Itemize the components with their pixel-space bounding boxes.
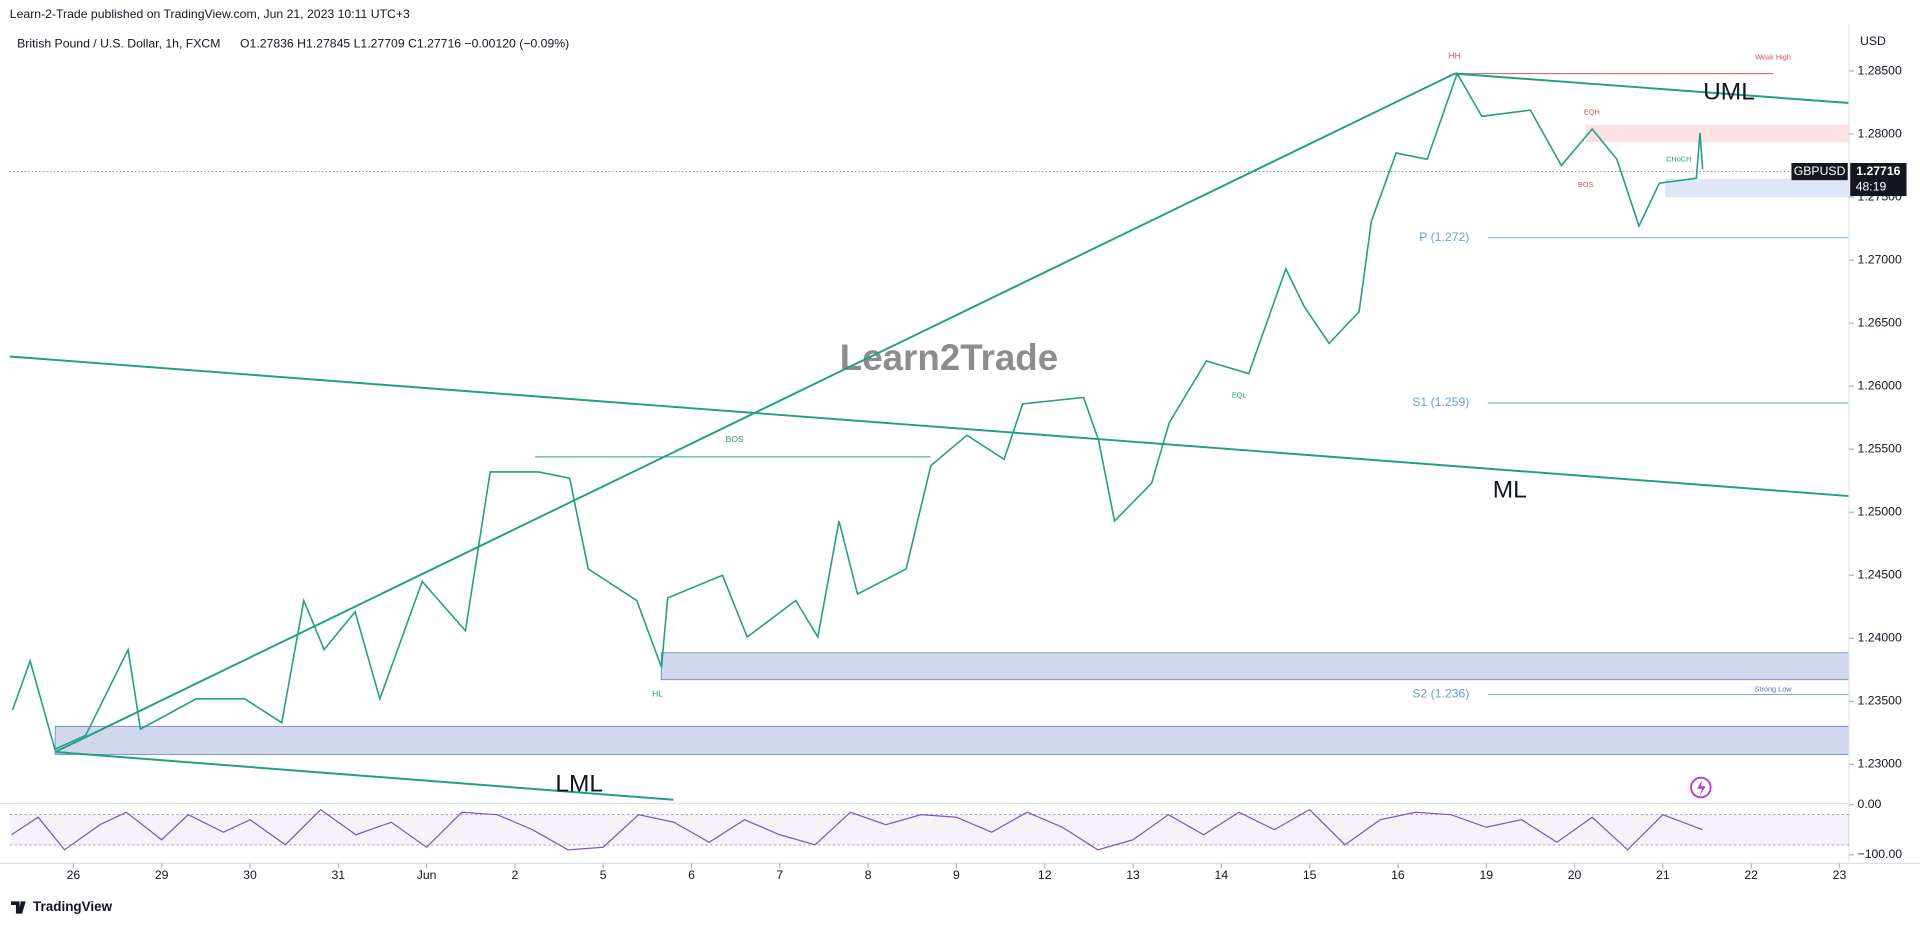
y-tick-label: 1.27000: [1858, 252, 1902, 266]
y-tick-label: 1.28500: [1858, 63, 1902, 77]
x-tick-label: 6: [688, 868, 695, 882]
y-tick-label: 1.23000: [1858, 757, 1902, 771]
annotation: P (1.272): [1419, 230, 1469, 244]
x-tick-label: 30: [243, 868, 257, 882]
x-tick-label: 20: [1568, 868, 1582, 882]
annotation: BOS: [1578, 180, 1594, 189]
y-tick-label: 1.26000: [1858, 378, 1902, 392]
annotation: CHoCH: [1666, 154, 1691, 163]
x-tick-label: 12: [1038, 868, 1052, 882]
annotation: EQL: [1232, 391, 1247, 400]
countdown: 48:19: [1856, 180, 1887, 194]
y-tick-label: 1.26500: [1858, 315, 1902, 329]
x-tick-label: 2: [511, 868, 518, 882]
annotation: EQH: [1584, 108, 1600, 117]
x-tick-label: 7: [776, 868, 783, 882]
x-tick-label: 14: [1215, 868, 1229, 882]
x-tick-label: 19: [1479, 868, 1493, 882]
footer: TradingView: [33, 899, 113, 914]
annotation: BOS: [726, 434, 744, 444]
symbol-tag-text: GBPUSD: [1794, 164, 1846, 178]
x-tick-label: 15: [1303, 868, 1317, 882]
y-tick-label: 1.25500: [1858, 441, 1902, 455]
x-tick-label: 9: [953, 868, 960, 882]
uml-line: [1454, 72, 1850, 104]
x-tick-label: 8: [865, 868, 872, 882]
annotation: S1 (1.259): [1412, 395, 1469, 409]
annotation: ML: [1493, 477, 1527, 504]
price-tag-text: 1.27716: [1856, 164, 1900, 178]
y-tick-label: 1.28000: [1858, 126, 1902, 140]
symbol: British Pound / U.S. Dollar, 1h, FXCM: [17, 36, 220, 50]
lml-line: [55, 751, 674, 801]
supply-zone: [1585, 125, 1849, 143]
x-tick-label: 16: [1391, 868, 1405, 882]
y-tick-label: 1.24000: [1858, 631, 1902, 645]
footer-logo: [11, 901, 26, 914]
demand-zone: [660, 652, 1850, 681]
annotation: S2 (1.236): [1412, 687, 1469, 701]
x-tick-label: 29: [155, 868, 169, 882]
y-tick-label: 1.24500: [1858, 568, 1902, 582]
x-tick-label: 13: [1126, 868, 1140, 882]
watermark: Learn2Trade: [840, 337, 1058, 378]
x-tick-label: 23: [1833, 868, 1847, 882]
alert-icon[interactable]: [1690, 776, 1712, 799]
demand-zone: [54, 725, 1850, 755]
price-line: [11, 71, 1704, 751]
x-tick-label: 21: [1656, 868, 1670, 882]
oscillator-line: [11, 808, 1703, 851]
osc-band: [9, 814, 1849, 846]
x-tick-label: 26: [67, 868, 81, 882]
y-tick-label: 1.25000: [1858, 504, 1902, 518]
price-tag: [1850, 163, 1907, 197]
annotation: HH: [1449, 51, 1461, 61]
annotation: Weak High: [1755, 53, 1791, 62]
osc-tick-label: −100.00: [1858, 847, 1903, 861]
y-tick-label: 1.23500: [1858, 694, 1902, 708]
ml-line: [9, 355, 1850, 498]
x-tick-label: 31: [331, 868, 345, 882]
y-tick-label: 1.27500: [1858, 189, 1902, 203]
annotation: Strong Low: [1755, 684, 1793, 693]
x-tick-label: 22: [1744, 868, 1758, 882]
currency: USD: [1860, 34, 1886, 48]
osc-tick-label: 0.00: [1858, 797, 1882, 811]
x-tick-label: Jun: [417, 868, 437, 882]
x-tick-label: 5: [600, 868, 607, 882]
alert-bolt: [1697, 780, 1706, 797]
symbol-tag: [1791, 163, 1848, 181]
zone: [1665, 178, 1849, 198]
annotation: LML: [555, 771, 603, 798]
annotation: UML: [1703, 79, 1755, 106]
ohlc: O1.27836 H1.27845 L1.27709 C1.27716 −0.0…: [240, 36, 569, 50]
publisher: Learn-2-Trade published on TradingView.c…: [10, 7, 410, 21]
annotation: HL: [652, 689, 663, 699]
